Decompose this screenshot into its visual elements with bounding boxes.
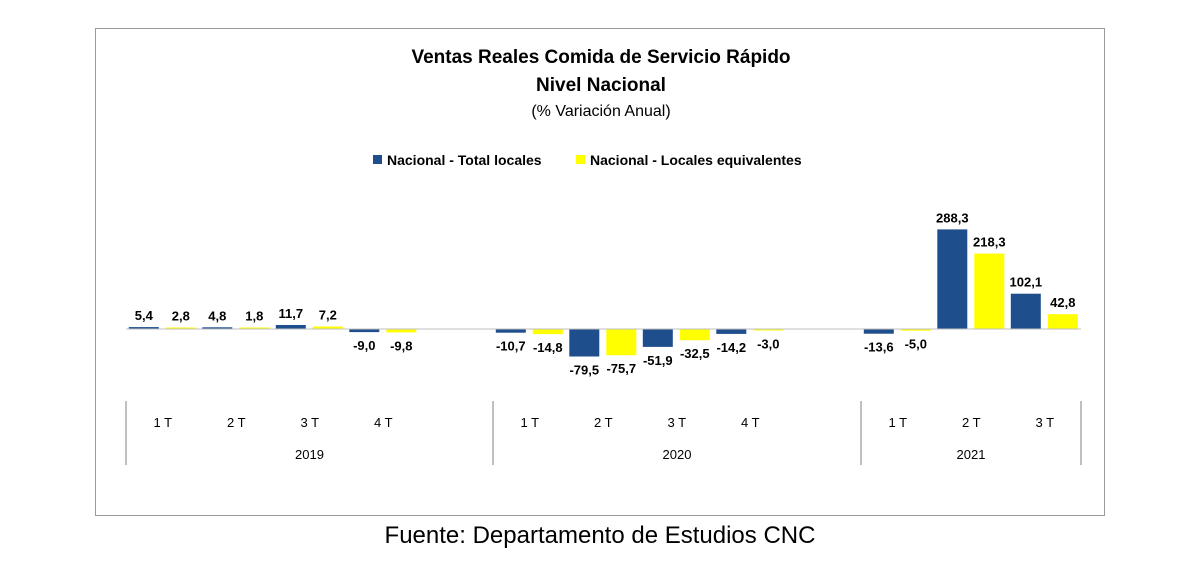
bar-equivalentes-10	[1047, 314, 1078, 329]
bar-total-8	[863, 329, 894, 334]
bar-chart: Ventas Reales Comida de Servicio Rápido …	[125, 47, 1082, 465]
legend-swatch-total	[373, 155, 382, 164]
bar-equivalentes-5	[606, 329, 637, 356]
legend: Nacional - Total locales Nacional - Loca…	[373, 152, 802, 168]
tick-label-quarter-0: 1 T	[154, 415, 173, 430]
bar-equivalentes-4	[532, 329, 563, 335]
bar-equivalentes-2	[312, 326, 343, 329]
bar-equivalentes-7	[753, 329, 784, 331]
data-label-total-7: -14,2	[716, 340, 746, 355]
bar-equivalentes-1	[239, 327, 270, 329]
bars-layer	[128, 229, 1078, 357]
data-label-total-9: 288,3	[936, 210, 969, 225]
tick-label-year-2020: 2020	[663, 447, 692, 462]
legend-swatch-equivalentes	[576, 155, 585, 164]
bar-total-7	[716, 329, 747, 334]
chart-subtitle: (% Variación Anual)	[531, 103, 670, 120]
data-labels-layer: 5,4 2,8 4,8 1,8 11,7 7,2 -9,0 -9,8 -10,7 -14,8 -79…	[135, 210, 1076, 377]
data-label-total-5: -79,5	[569, 363, 599, 378]
bar-equivalentes-0	[165, 327, 196, 329]
category-axis: 1 T 2 T 3 T 4 T 1 T 2 T 3 T 4 T 1 T 2 T 3 T 2019 202…	[125, 328, 1082, 465]
tick-label-quarter-3: 4 T	[374, 415, 393, 430]
data-label-total-3: -9,0	[353, 338, 375, 353]
bar-total-2	[275, 325, 306, 329]
bar-total-3	[349, 329, 380, 333]
tick-label-quarter-2: 3 T	[301, 415, 320, 430]
bar-total-9	[937, 229, 968, 329]
tick-label-quarter-9: 2 T	[962, 415, 981, 430]
tick-label-quarter-8: 1 T	[889, 415, 908, 430]
legend-label-equivalentes: Nacional - Locales equivalentes	[590, 152, 802, 168]
data-label-equivalentes-9: 218,3	[973, 235, 1006, 250]
data-label-equivalentes-3: -9,8	[390, 338, 412, 353]
tick-label-year-2019: 2019	[295, 447, 324, 462]
bar-equivalentes-6	[679, 329, 710, 341]
tick-label-quarter-6: 3 T	[668, 415, 687, 430]
bar-equivalentes-8	[900, 329, 931, 331]
tick-label-quarter-1: 2 T	[227, 415, 246, 430]
tick-label-quarter-7: 4 T	[741, 415, 760, 430]
tick-label-quarter-4: 1 T	[521, 415, 540, 430]
data-label-total-0: 5,4	[135, 308, 154, 323]
data-label-equivalentes-2: 7,2	[319, 308, 337, 323]
chart-frame: Ventas Reales Comida de Servicio Rápido …	[95, 28, 1105, 516]
data-label-equivalentes-4: -14,8	[533, 340, 563, 355]
legend-label-total: Nacional - Total locales	[387, 152, 542, 168]
bar-total-0	[128, 327, 159, 329]
data-label-total-2: 11,7	[279, 306, 304, 321]
source-note: Fuente: Departamento de Estudios CNC	[384, 522, 816, 549]
chart-title-line-1: Ventas Reales Comida de Servicio Rápido	[411, 47, 790, 68]
data-label-equivalentes-10: 42,8	[1050, 295, 1075, 310]
bar-total-6	[642, 329, 673, 347]
data-label-equivalentes-1: 1,8	[245, 309, 263, 324]
data-label-equivalentes-5: -75,7	[606, 361, 636, 376]
data-label-total-1: 4,8	[208, 308, 226, 323]
tick-label-quarter-10: 3 T	[1036, 415, 1055, 430]
tick-label-quarter-5: 2 T	[594, 415, 613, 430]
data-label-equivalentes-6: -32,5	[680, 346, 710, 361]
data-label-equivalentes-7: -3,0	[757, 337, 779, 352]
tick-label-year-2021: 2021	[957, 447, 986, 462]
bar-equivalentes-9	[974, 253, 1005, 329]
data-label-total-10: 102,1	[1010, 275, 1043, 290]
bar-total-4	[495, 329, 526, 333]
bar-total-10	[1010, 293, 1041, 329]
data-label-total-6: -51,9	[643, 353, 673, 368]
data-label-equivalentes-8: -5,0	[905, 337, 927, 352]
data-label-equivalentes-0: 2,8	[172, 309, 190, 324]
bar-equivalentes-3	[386, 329, 417, 333]
data-label-total-4: -10,7	[496, 339, 526, 354]
bar-total-1	[202, 327, 233, 329]
data-label-total-8: -13,6	[864, 340, 894, 355]
bar-total-5	[569, 329, 600, 357]
chart-title-line-2: Nivel Nacional	[536, 75, 666, 96]
